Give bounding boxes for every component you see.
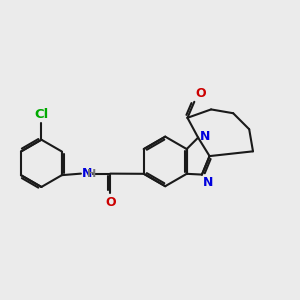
Text: O: O bbox=[196, 87, 206, 100]
Text: N: N bbox=[203, 176, 214, 189]
Text: Cl: Cl bbox=[34, 108, 49, 121]
Text: N: N bbox=[82, 167, 92, 180]
Text: H: H bbox=[87, 169, 96, 178]
Text: O: O bbox=[105, 196, 116, 209]
Text: N: N bbox=[200, 130, 210, 143]
